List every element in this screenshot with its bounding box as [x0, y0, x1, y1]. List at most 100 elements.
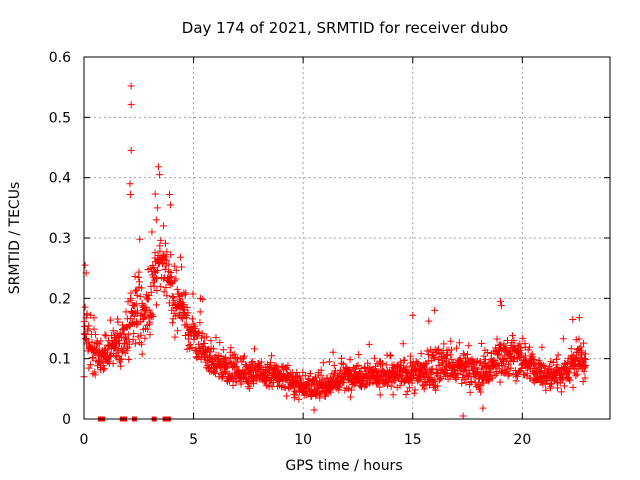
- data-point: [150, 282, 158, 290]
- data-point: [404, 387, 412, 395]
- data-point: [124, 331, 132, 339]
- data-point: [153, 274, 161, 282]
- data-point: [127, 101, 135, 109]
- data-point: [433, 346, 441, 354]
- data-point: [290, 383, 298, 391]
- data-point: [561, 382, 569, 390]
- data-point: [243, 362, 251, 370]
- data-point: [355, 350, 363, 358]
- data-point: [507, 364, 515, 372]
- data-point: [431, 306, 439, 314]
- data-point: [484, 349, 492, 357]
- x-tick-labels: 0 5 10 15 20: [80, 432, 532, 448]
- data-point: [397, 358, 405, 366]
- data-point: [447, 351, 455, 359]
- data-point: [103, 348, 111, 356]
- data-point: [514, 372, 522, 380]
- data-point: [296, 374, 304, 382]
- data-point: [391, 377, 399, 385]
- data-point: [117, 362, 125, 370]
- data-point: [323, 374, 331, 382]
- data-point: [329, 348, 337, 356]
- data-point: [396, 382, 404, 390]
- data-point: [283, 392, 291, 400]
- data-point: [231, 350, 239, 358]
- data-point: [168, 319, 176, 327]
- data-point: [452, 374, 460, 382]
- data-point: [139, 302, 147, 310]
- data-point: [409, 311, 417, 319]
- data-point: [333, 373, 341, 381]
- data-point: [123, 347, 131, 355]
- data-point: [145, 306, 153, 314]
- data-point: [85, 364, 93, 372]
- data-point: [347, 386, 355, 394]
- y-tick-label: 0.4: [49, 171, 71, 187]
- data-point: [505, 360, 513, 368]
- data-point: [211, 369, 219, 377]
- data-point: [493, 335, 501, 343]
- data-point: [149, 313, 157, 321]
- data-point: [421, 363, 429, 371]
- data-point: [81, 261, 89, 269]
- data-point: [575, 314, 583, 322]
- data-point: [90, 314, 98, 322]
- data-point: [472, 364, 480, 372]
- data-point: [554, 351, 562, 359]
- data-point: [218, 369, 226, 377]
- data-point: [257, 358, 265, 366]
- data-point: [306, 370, 314, 378]
- data-point: [207, 337, 215, 345]
- data-point: [109, 360, 117, 368]
- data-point: [349, 364, 357, 372]
- data-point: [476, 358, 484, 366]
- data-point: [126, 314, 134, 322]
- data-point: [317, 371, 325, 379]
- data-point: [352, 362, 360, 370]
- data-point: [411, 386, 419, 394]
- data-point: [371, 354, 379, 362]
- data-point: [465, 342, 473, 350]
- data-point: [170, 262, 178, 270]
- data-point: [141, 311, 149, 319]
- data-point: [434, 382, 442, 390]
- data-point: [201, 340, 209, 348]
- data-point: [100, 364, 108, 372]
- data-point: [129, 336, 137, 344]
- y-tick-label: 0.6: [49, 50, 71, 66]
- data-point: [176, 253, 184, 261]
- data-point: [523, 369, 531, 377]
- data-point: [292, 388, 300, 396]
- data-point: [127, 82, 135, 90]
- data-point: [222, 353, 230, 361]
- data-point: [135, 278, 143, 286]
- data-point: [458, 379, 466, 387]
- data-point: [417, 350, 425, 358]
- data-point: [155, 163, 163, 171]
- data-point: [134, 307, 142, 315]
- data-point: [316, 394, 324, 402]
- data-point: [148, 228, 156, 236]
- data-point: [387, 382, 395, 390]
- data-point: [268, 352, 276, 360]
- data-point: [519, 334, 527, 342]
- data-point: [575, 335, 583, 343]
- data-point: [165, 299, 173, 307]
- data-point: [580, 339, 588, 347]
- data-point: [346, 356, 354, 364]
- data-point: [410, 389, 418, 397]
- data-point: [464, 350, 472, 358]
- data-point: [582, 362, 590, 370]
- data-point: [131, 272, 139, 280]
- data-point: [460, 350, 468, 358]
- data-point: [162, 283, 170, 291]
- data-point: [426, 380, 434, 388]
- data-point: [120, 330, 128, 338]
- data-point: [106, 316, 114, 324]
- data-point: [462, 354, 470, 362]
- data-point: [102, 346, 110, 354]
- data-point: [459, 412, 467, 420]
- data-point: [480, 352, 488, 360]
- data-point: [141, 334, 149, 342]
- data-point: [572, 336, 580, 344]
